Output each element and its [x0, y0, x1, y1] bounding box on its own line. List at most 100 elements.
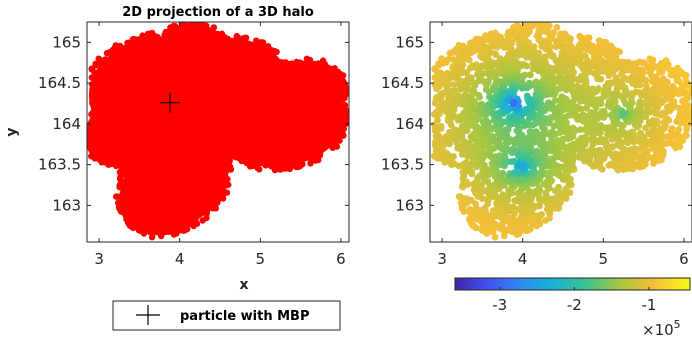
heatmap-point	[583, 104, 590, 112]
heatmap-point	[626, 129, 633, 137]
heatmap-point	[597, 100, 605, 107]
heatmap-point	[555, 78, 562, 86]
mbp-marker	[160, 92, 181, 113]
left-scatter-panel: 2D projection of a 3D halo 3 4 5 6163163.51…	[4, 5, 350, 331]
heatmap-point	[601, 111, 609, 119]
heatmap-point	[490, 145, 498, 152]
scatter-point	[103, 50, 111, 57]
heatmap-point	[542, 189, 550, 197]
heatmap-point	[472, 47, 480, 54]
heatmap-point	[656, 68, 663, 76]
heatmap-point	[642, 124, 649, 132]
heatmap-point	[650, 160, 657, 167]
heatmap-point	[632, 81, 640, 89]
heatmap-point	[499, 191, 507, 199]
heatmap-point	[548, 195, 555, 203]
heatmap-point	[613, 92, 621, 100]
left-ytick-label: 164	[52, 115, 81, 133]
heatmap-point	[553, 24, 561, 31]
heatmap-point	[626, 105, 633, 113]
heatmap-point	[612, 53, 620, 61]
heatmap-point	[450, 81, 458, 89]
scatter-density-core	[118, 167, 201, 236]
heatmap-point	[642, 82, 650, 90]
heatmap-point	[538, 211, 545, 218]
heatmap-point	[475, 77, 483, 85]
heatmap-point	[500, 232, 508, 240]
heatmap-point	[637, 91, 645, 99]
scatter-point	[233, 33, 240, 40]
left-xtick-label: 6	[336, 250, 346, 268]
heatmap-point	[494, 43, 502, 51]
heatmap-point	[471, 98, 479, 106]
heatmap-point	[473, 123, 481, 131]
left-xlabel: x	[239, 277, 248, 293]
heatmap-point	[577, 97, 584, 105]
heatmap-point	[611, 98, 619, 106]
heatmap-point	[513, 35, 521, 43]
heatmap-point	[583, 148, 591, 156]
left-xtick-label: 3	[94, 250, 104, 268]
heatmap-point	[612, 74, 620, 82]
heatmap-point	[544, 169, 552, 177]
scatter-point	[340, 132, 347, 139]
heatmap-point	[666, 66, 674, 73]
heatmap-point	[525, 39, 532, 47]
heatmap-point	[607, 103, 615, 111]
heatmap-point	[597, 122, 605, 129]
left-xtick-label: 4	[175, 250, 185, 268]
scatter-point	[148, 234, 156, 241]
left-ytick-label: 165	[52, 33, 81, 51]
heatmap-point	[673, 77, 681, 84]
heatmap-point	[450, 153, 457, 160]
heatmap-point	[431, 99, 439, 107]
heatmap-point	[466, 206, 474, 213]
heatmap-point	[548, 53, 556, 60]
heatmap-point	[485, 119, 492, 127]
left-xtick-label: 5	[256, 250, 266, 268]
heatmap-point	[673, 118, 681, 125]
heatmap-point	[496, 152, 504, 160]
scatter-point	[312, 157, 319, 164]
heatmap-point	[526, 71, 534, 79]
heatmap-point	[597, 164, 604, 172]
heatmap-point	[679, 97, 686, 105]
scatter-point	[212, 205, 219, 212]
heatmap-point	[660, 118, 668, 126]
scatter-density-core	[87, 105, 138, 167]
legend-plus-icon	[136, 305, 160, 325]
scatter-point	[113, 193, 120, 200]
heatmap-point	[667, 71, 675, 79]
heatmap-point	[510, 203, 517, 211]
heatmap-point	[574, 137, 582, 145]
heatmap-point	[468, 168, 476, 175]
heatmap-point	[484, 195, 492, 203]
heatmap-point	[467, 196, 475, 204]
heatmap-point	[482, 187, 489, 195]
heatmap-point	[529, 65, 537, 73]
heatmap-point	[434, 116, 441, 124]
heatmap-point	[663, 133, 671, 140]
scatter-point	[256, 166, 263, 173]
heatmap-point	[556, 97, 564, 104]
left-ylabel: y	[4, 127, 20, 136]
scatter-point	[199, 217, 206, 224]
heatmap-point	[523, 62, 531, 70]
heatmap-point	[562, 86, 570, 94]
heatmap-point	[645, 118, 653, 126]
heatmap-point	[608, 92, 616, 100]
heatmap-point	[663, 103, 671, 111]
scatter-point	[303, 55, 311, 62]
heatmap-point	[555, 183, 562, 191]
heatmap-point	[450, 106, 458, 113]
heatmap-point	[437, 123, 445, 130]
heatmap-point	[594, 75, 601, 83]
legend-label: particle with MBP	[180, 309, 310, 324]
scatter-point	[345, 85, 349, 92]
heatmap-point	[637, 129, 644, 137]
heatmap-point	[463, 127, 471, 134]
heatmap-point	[640, 150, 647, 157]
heatmap-point	[492, 86, 499, 93]
scatter-point	[246, 163, 254, 170]
